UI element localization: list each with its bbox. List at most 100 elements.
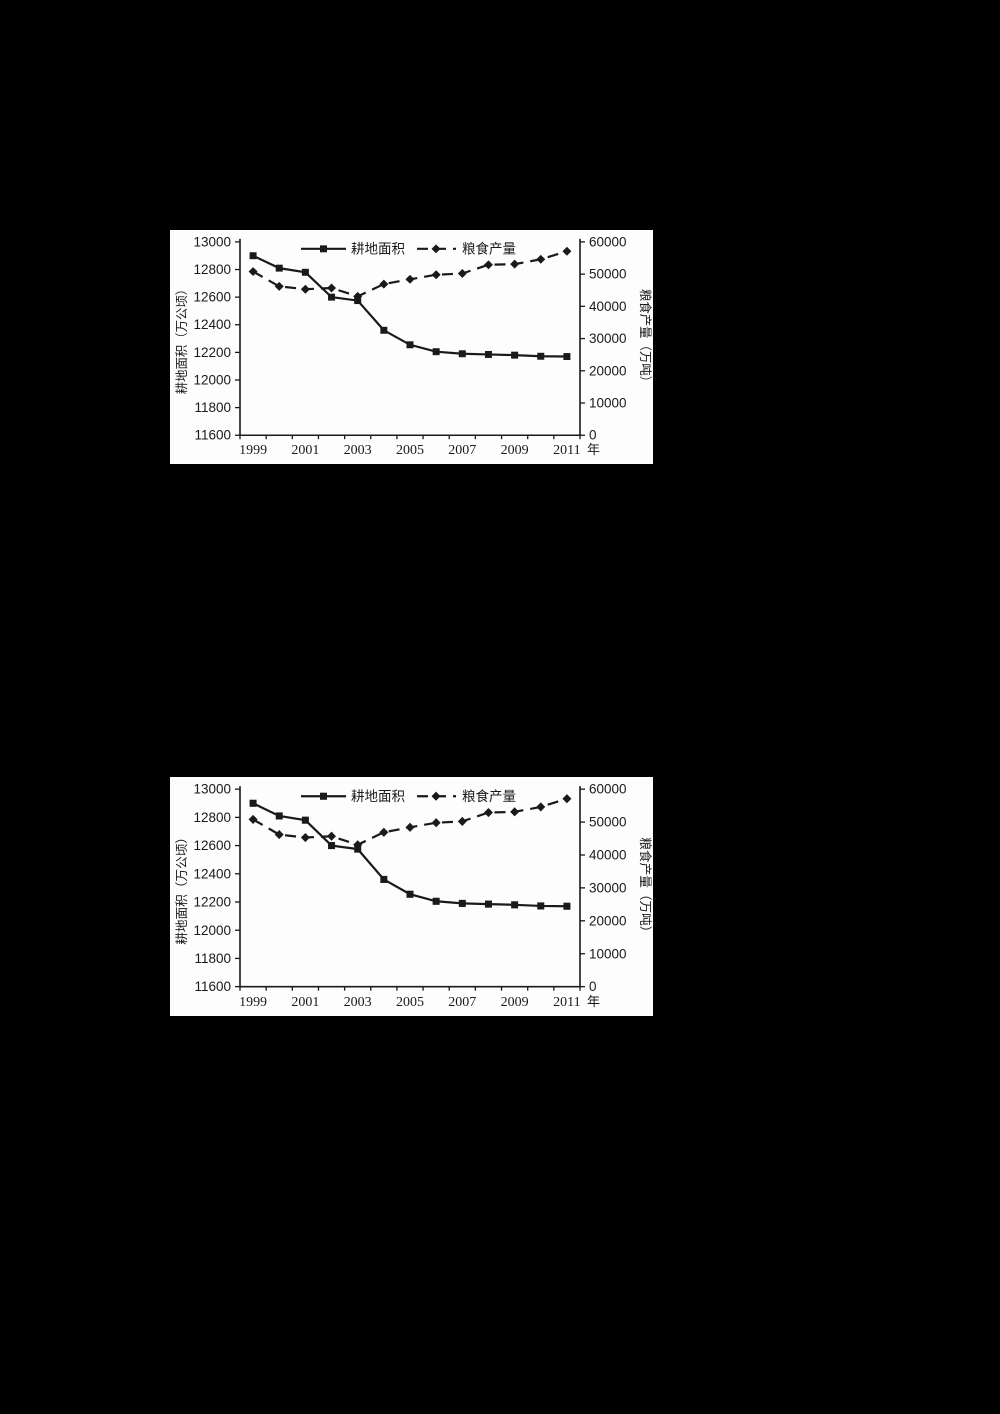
tick-marks [235, 788, 585, 991]
x-tick-label: 2003 [344, 443, 372, 458]
diamond-marker [353, 840, 363, 850]
left-tick-label: 11600 [194, 428, 231, 443]
legend: 耕地面积 粮食产量 [301, 240, 516, 256]
right-tick-label: 10000 [589, 946, 627, 961]
square-marker [328, 842, 336, 850]
chart-panel-top: 13000 12800 12600 12400 12200 12000 11800 11600… [170, 230, 653, 464]
diamond-marker [300, 284, 310, 294]
square-marker [275, 264, 283, 272]
diamond-marker [536, 802, 546, 812]
left-tick-label: 11800 [194, 400, 231, 415]
dual-axis-line-chart-top: 13000 12800 12600 12400 12200 12000 11800 11600… [174, 234, 653, 458]
left-tick-label: 12800 [193, 810, 231, 825]
left-axis-title: 耕地面积（万公顷） [174, 831, 189, 945]
chart-panel-bottom: 13000 12800 12600 12400 12200 12000 11800 11600… [170, 777, 653, 1016]
left-tick-label: 13000 [193, 234, 231, 249]
left-tick-label: 11800 [194, 951, 231, 966]
x-tick-label: 2009 [501, 994, 529, 1010]
diamond-marker [379, 827, 389, 837]
right-tick-label: 20000 [589, 363, 627, 378]
legend-label-cultivated-area: 耕地面积 [351, 240, 405, 256]
diamond-marker [274, 281, 284, 291]
diamond-marker [405, 274, 415, 284]
legend-label-grain-output: 粮食产量 [462, 788, 516, 804]
x-tick-label: 2009 [501, 443, 529, 458]
diamond-marker [562, 794, 572, 804]
square-marker [537, 352, 545, 360]
square-marker [380, 875, 388, 883]
x-axis-tick-labels: 1999 2001 2003 2005 2007 2009 2011 年 [239, 994, 600, 1010]
diamond-marker [457, 816, 467, 826]
x-tick-label: 2011 [553, 994, 580, 1010]
left-tick-label: 12000 [193, 373, 231, 388]
diamond-marker [457, 269, 467, 278]
diamond-marker [431, 270, 441, 280]
diamond-marker [248, 814, 258, 824]
square-marker [406, 341, 414, 349]
right-tick-label: 50000 [589, 815, 627, 830]
right-tick-label: 60000 [589, 782, 627, 797]
x-tick-label: 2005 [396, 994, 424, 1010]
x-tick-label: 1999 [239, 443, 267, 458]
x-tick-label: 2005 [396, 443, 424, 458]
square-marker [380, 326, 388, 334]
x-tick-label: 2001 [291, 994, 319, 1010]
square-marker [275, 812, 283, 820]
left-tick-label: 13000 [193, 782, 231, 797]
right-tick-label: 40000 [589, 847, 627, 862]
square-marker [563, 353, 571, 360]
diamond-marker [274, 830, 284, 840]
right-tick-label: 30000 [589, 331, 627, 346]
legend-diamond-marker [431, 244, 441, 254]
right-tick-label: 60000 [589, 234, 627, 249]
left-tick-label: 12600 [193, 838, 231, 853]
axes [239, 238, 581, 437]
diamond-marker [510, 259, 520, 269]
diamond-marker [379, 279, 389, 289]
x-tick-label: 2001 [291, 443, 319, 458]
legend-label-grain-output: 粮食产量 [462, 240, 516, 256]
square-marker [249, 799, 257, 807]
x-axis-unit-label: 年 [587, 442, 600, 457]
diamond-marker [483, 260, 493, 270]
dual-axis-line-chart-bottom: 13000 12800 12600 12400 12200 12000 11800 11600… [174, 782, 653, 1010]
legend-square-marker [320, 245, 327, 253]
diamond-marker [248, 267, 258, 277]
left-tick-label: 12600 [193, 290, 231, 305]
left-tick-label: 12200 [193, 894, 231, 909]
series-line [252, 250, 568, 298]
square-marker [537, 902, 545, 910]
legend: 耕地面积 粮食产量 [301, 788, 516, 804]
left-axis-tick-labels: 13000 12800 12600 12400 12200 12000 11800 11600 [193, 782, 231, 995]
axis-lines [239, 786, 581, 988]
right-axis-title: 粮食产量（万吨） [638, 837, 653, 938]
square-marker [511, 351, 519, 359]
right-tick-label: 0 [589, 428, 597, 443]
left-tick-label: 12000 [193, 923, 231, 938]
x-axis-tick-labels: 1999 2001 2003 2005 2007 2009 2011 年 [239, 442, 600, 458]
diamond-marker [327, 831, 337, 841]
diamond-marker [327, 283, 337, 293]
left-axis-title: 耕地面积（万公顷） [174, 283, 189, 394]
x-tick-label: 2003 [344, 994, 372, 1010]
diamond-marker [510, 807, 520, 817]
diamond-marker [483, 807, 493, 818]
series-cultivated-area [249, 252, 571, 360]
x-tick-label: 2011 [553, 443, 581, 458]
axis-lines [239, 238, 581, 437]
right-tick-label: 40000 [589, 299, 627, 314]
diamond-marker [536, 254, 546, 264]
legend-label-cultivated-area: 耕地面积 [351, 788, 405, 804]
left-tick-label: 11600 [194, 979, 231, 994]
right-tick-label: 20000 [589, 913, 627, 928]
left-tick-label: 12200 [193, 345, 231, 360]
x-tick-label: 2007 [448, 443, 476, 458]
square-marker [328, 293, 336, 301]
right-tick-label: 30000 [589, 880, 627, 895]
right-tick-label: 50000 [589, 267, 627, 282]
right-tick-label: 10000 [589, 396, 627, 411]
left-tick-label: 12800 [193, 262, 231, 277]
left-tick-label: 12400 [193, 317, 231, 332]
square-marker [484, 350, 492, 358]
